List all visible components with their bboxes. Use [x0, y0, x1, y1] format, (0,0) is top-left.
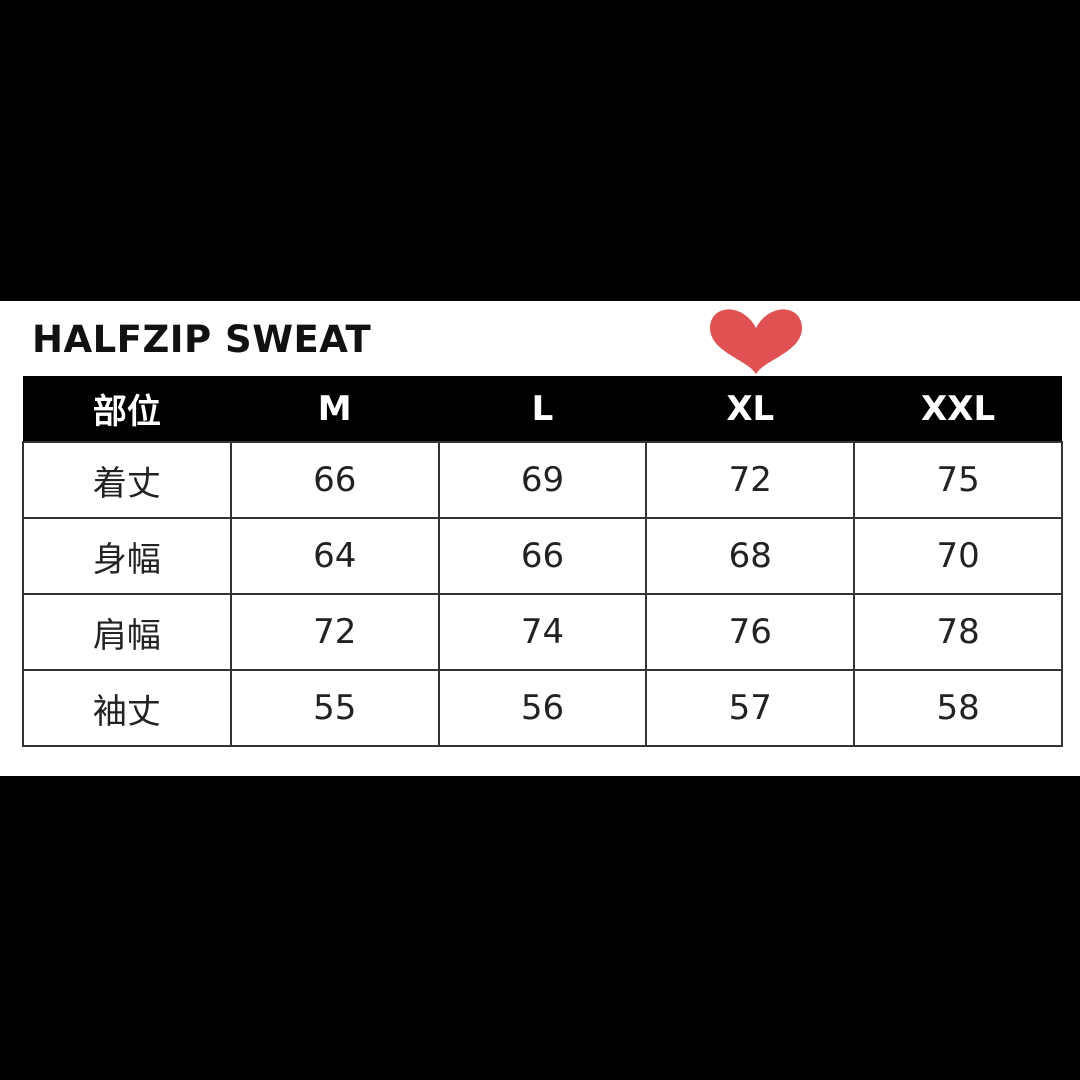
size-table: 部位 M L XL XXL 着丈 66 69 72 75 身幅 64 66 68 70 肩幅 72 74 76 78… [22, 376, 1063, 747]
column-header: XXL [854, 376, 1062, 442]
table-cell: 70 [853, 517, 1063, 595]
table-row: 身幅 64 66 68 70 [22, 517, 1063, 595]
table-cell: 72 [229, 593, 440, 671]
row-label: 肩幅 [22, 593, 232, 671]
table-cell: 68 [645, 517, 856, 595]
table-row: 着丈 66 69 72 75 [22, 441, 1063, 519]
table-cell: 55 [229, 669, 440, 747]
table-header-row: 部位 M L XL XXL [23, 376, 1062, 442]
table-cell: 64 [229, 517, 440, 595]
row-label: 身幅 [22, 517, 232, 595]
table-row: 袖丈 55 56 57 58 [22, 669, 1063, 747]
table-cell: 75 [853, 441, 1063, 519]
table-cell: 69 [437, 441, 648, 519]
column-header: XL [646, 376, 855, 442]
row-label: 着丈 [22, 441, 232, 519]
table-row: 肩幅 72 74 76 78 [22, 593, 1063, 671]
heart-icon [710, 309, 802, 374]
table-cell: 76 [645, 593, 856, 671]
column-header: M [230, 376, 439, 442]
row-label: 袖丈 [22, 669, 232, 747]
table-cell: 74 [437, 593, 648, 671]
table-cell: 66 [229, 441, 440, 519]
table-cell: 66 [437, 517, 648, 595]
table-cell: 56 [437, 669, 648, 747]
column-header: L [438, 376, 647, 442]
product-title: HALFZIP SWEAT [32, 318, 372, 361]
table-cell: 78 [853, 593, 1063, 671]
column-header: 部位 [23, 376, 231, 442]
table-cell: 72 [645, 441, 856, 519]
table-cell: 58 [853, 669, 1063, 747]
table-cell: 57 [645, 669, 856, 747]
